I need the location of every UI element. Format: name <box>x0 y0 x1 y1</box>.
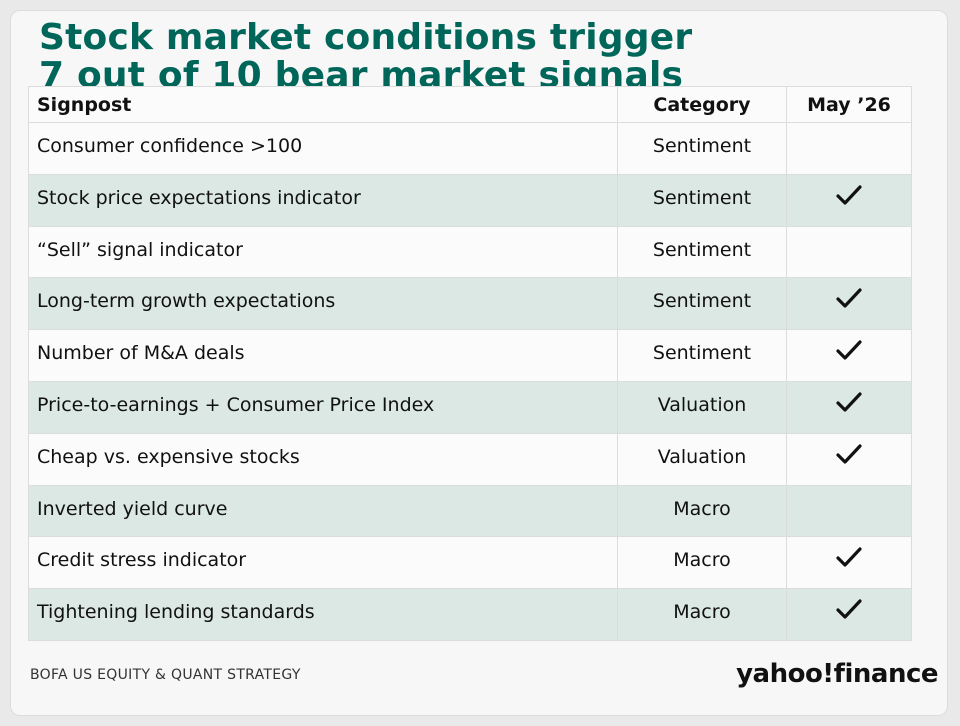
signal-status-cell <box>786 277 912 331</box>
signal-status-cell <box>786 484 912 538</box>
signpost-cell: “Sell” signal indicator <box>28 225 618 279</box>
table-row: “Sell” signal indicator Sentiment <box>28 225 912 279</box>
checkmark-icon <box>836 599 862 619</box>
table-body: Consumer confidence >100 Sentiment Stock p… <box>28 122 912 641</box>
signpost-cell: Credit stress indicator <box>28 536 618 590</box>
table-header-row: Signpost Category May ’26 <box>28 86 912 123</box>
signal-status-cell <box>786 173 912 227</box>
category-cell: Sentiment <box>617 329 787 382</box>
table-row: Price-to-earnings + Consumer Price Index… <box>28 380 912 434</box>
checkmark-icon <box>836 288 862 308</box>
category-cell: Macro <box>617 588 787 641</box>
category-cell: Macro <box>617 536 787 590</box>
checkmark-icon <box>836 547 862 567</box>
signpost-cell: Inverted yield curve <box>28 484 618 538</box>
column-header-date: May ’26 <box>786 86 912 123</box>
signpost-cell: Number of M&A deals <box>28 329 618 382</box>
signpost-cell: Consumer confidence >100 <box>28 122 618 175</box>
signpost-cell: Tightening lending standards <box>28 588 618 641</box>
table-row: Stock price expectations indicator Sentim… <box>28 173 912 227</box>
column-header-category: Category <box>617 86 787 123</box>
signals-table: Signpost Category May ’26 Consumer confi… <box>28 86 912 641</box>
signal-status-cell <box>786 588 912 641</box>
column-header-signpost: Signpost <box>28 86 618 123</box>
chart-title-line-1: Stock market conditions trigger <box>39 17 693 58</box>
source-label: BOFA US EQUITY & QUANT STRATEGY <box>30 667 301 683</box>
signpost-cell: Long-term growth expectations <box>28 277 618 331</box>
category-cell: Sentiment <box>617 173 787 227</box>
checkmark-icon <box>836 444 862 464</box>
yahoo-finance-logo: yahoo!finance <box>736 659 938 689</box>
category-cell: Sentiment <box>617 277 787 331</box>
category-cell: Valuation <box>617 432 787 486</box>
table-row: Consumer confidence >100 Sentiment <box>28 122 912 175</box>
category-cell: Valuation <box>617 380 787 434</box>
category-cell: Macro <box>617 484 787 538</box>
checkmark-icon <box>836 185 862 205</box>
table-row: Inverted yield curve Macro <box>28 484 912 538</box>
checkmark-icon <box>836 340 862 360</box>
table-row: Long-term growth expectations Sentiment <box>28 277 912 331</box>
signal-status-cell <box>786 329 912 382</box>
signal-status-cell <box>786 225 912 279</box>
signpost-cell: Stock price expectations indicator <box>28 173 618 227</box>
table-row: Credit stress indicator Macro <box>28 536 912 590</box>
signal-status-cell <box>786 432 912 486</box>
category-cell: Sentiment <box>617 122 787 175</box>
checkmark-icon <box>836 392 862 412</box>
signal-status-cell <box>786 380 912 434</box>
signpost-cell: Price-to-earnings + Consumer Price Index <box>28 380 618 434</box>
category-cell: Sentiment <box>617 225 787 279</box>
table-row: Cheap vs. expensive stocks Valuation <box>28 432 912 486</box>
signpost-cell: Cheap vs. expensive stocks <box>28 432 618 486</box>
table-row: Number of M&A deals Sentiment <box>28 329 912 382</box>
table-row: Tightening lending standards Macro <box>28 588 912 641</box>
signal-status-cell <box>786 122 912 175</box>
signal-status-cell <box>786 536 912 590</box>
chart-title: Stock market conditions trigger 7 out of… <box>39 19 919 95</box>
